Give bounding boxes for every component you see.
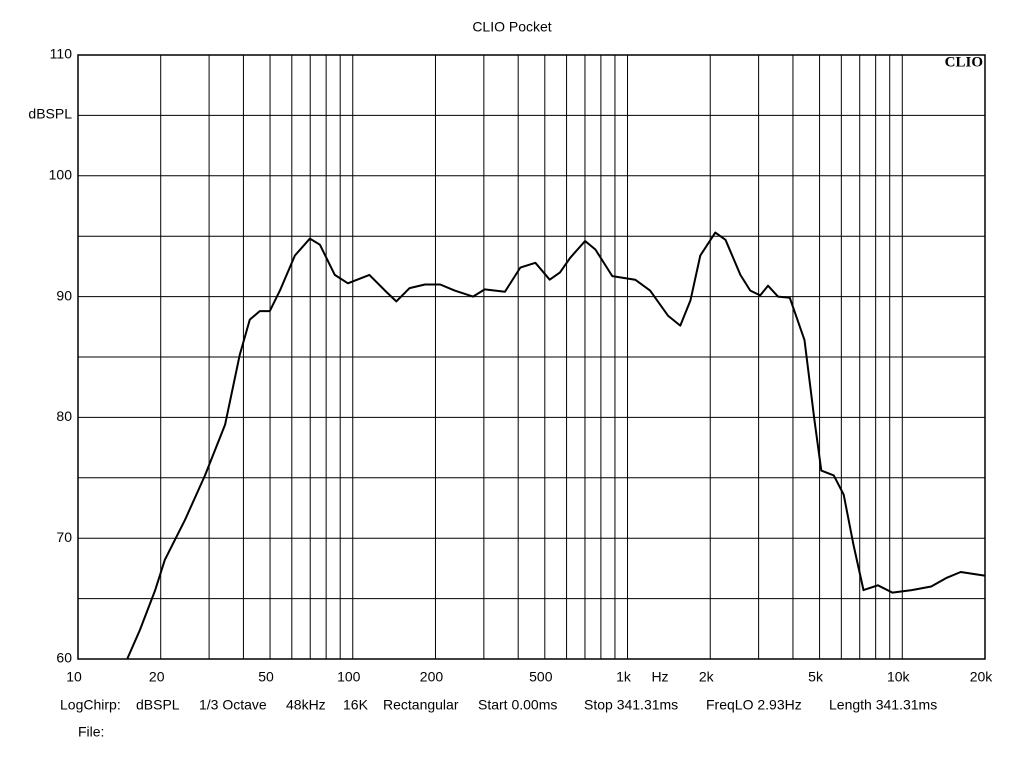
footer-field: FreqLO 2.93Hz <box>706 697 802 713</box>
footer-field: Start 0.00ms <box>478 697 557 713</box>
y-tick-label: 110 <box>50 46 73 62</box>
chart-title: CLIO Pocket <box>472 19 551 35</box>
footer-field: dBSPL <box>136 697 180 713</box>
x-tick-label: 2k <box>699 669 715 685</box>
x-tick-label: 20k <box>970 669 994 685</box>
footer-field: Stop 341.31ms <box>584 697 678 713</box>
footer-field: 16K <box>343 697 369 713</box>
file-label: File: <box>78 724 104 740</box>
x-tick-label: 10 <box>66 669 82 685</box>
y-tick-label: 70 <box>56 529 72 545</box>
logo: CLIO <box>945 54 983 70</box>
x-tick-label: 1k <box>616 669 632 685</box>
footer-field: Rectangular <box>383 697 459 713</box>
x-tick-label: 500 <box>529 669 553 685</box>
x-tick-label: 100 <box>337 669 361 685</box>
x-axis-label: Hz <box>651 669 668 685</box>
y-tick-label: 90 <box>56 287 72 303</box>
x-tick-label: 200 <box>420 669 444 685</box>
x-tick-label: 20 <box>149 669 165 685</box>
plot-frame <box>77 54 986 660</box>
x-tick-label: 10k <box>887 669 911 685</box>
y-tick-label: 100 <box>49 167 73 183</box>
footer-field: 1/3 Octave <box>199 697 267 713</box>
footer-field: Length 341.31ms <box>829 697 937 713</box>
x-tick-label: 50 <box>258 669 274 685</box>
footer-field: LogChirp: <box>60 697 121 713</box>
y-axis-label: dBSPL <box>28 106 72 122</box>
footer-field: 48kHz <box>286 697 326 713</box>
x-tick-label: 5k <box>808 669 824 685</box>
y-tick-label: 80 <box>56 408 72 424</box>
response-curve <box>126 231 985 660</box>
y-tick-label: 60 <box>56 650 72 666</box>
